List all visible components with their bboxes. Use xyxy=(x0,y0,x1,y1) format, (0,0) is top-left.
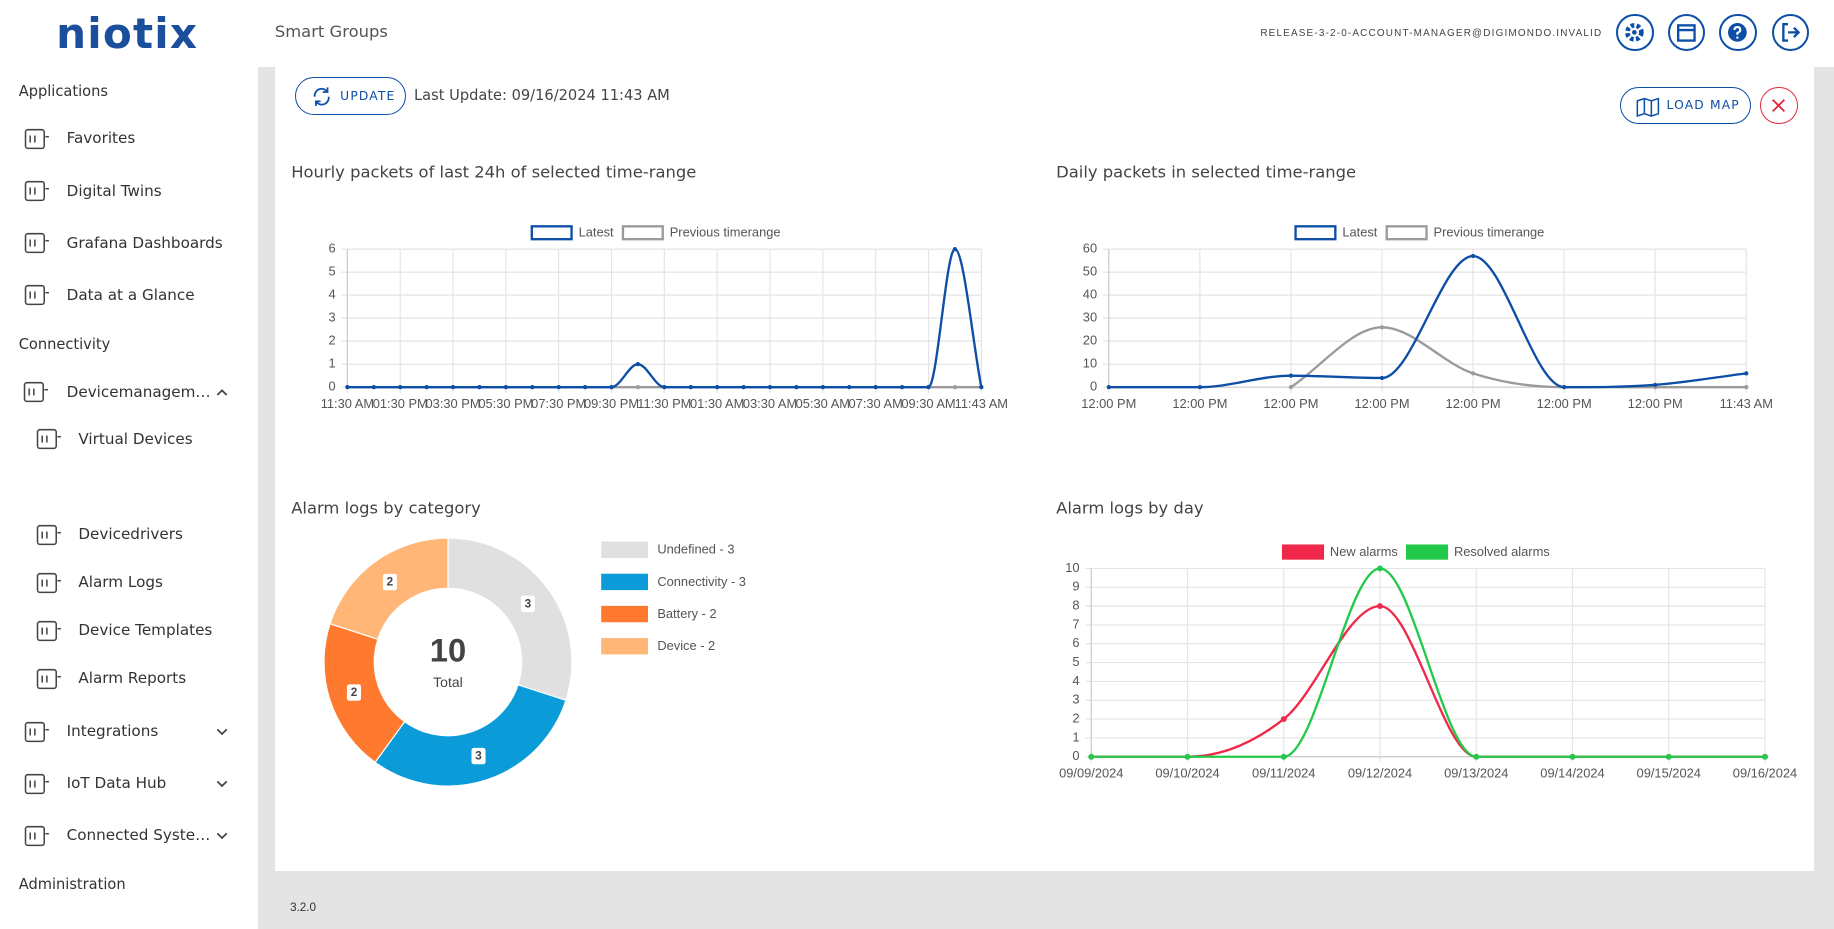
nav-subitem[interactable]: Alarm Reports xyxy=(78,669,187,688)
section-title: Administration xyxy=(18,876,126,894)
chevron[interactable] xyxy=(215,831,229,840)
nav-item[interactable]: Favorites xyxy=(66,129,136,148)
nav-icon xyxy=(24,285,50,306)
nav-item[interactable]: Integrations xyxy=(66,721,159,740)
nav-subitem[interactable]: Devicedrivers xyxy=(78,525,183,544)
nav-icon xyxy=(36,668,61,690)
icon xyxy=(1772,98,1786,112)
nav-item[interactable]: IoT Data Hub xyxy=(66,773,167,792)
nav-icon xyxy=(24,773,50,794)
nav-item[interactable]: Grafana Dashboards xyxy=(66,233,223,252)
section-title: Applications xyxy=(18,82,108,100)
load-map-button[interactable]: LOAD MAP xyxy=(1619,86,1751,124)
version: 3.2.0 xyxy=(290,900,317,914)
nav-subitem[interactable]: Device Templates xyxy=(78,621,213,640)
logo[interactable]: niotix xyxy=(56,9,199,59)
chevron[interactable] xyxy=(215,388,229,397)
update-button[interactable]: UPDATE xyxy=(294,77,406,115)
nav-icon xyxy=(24,181,50,202)
nav-subitem[interactable]: Alarm Logs xyxy=(78,573,163,592)
page-title: Smart Groups xyxy=(274,22,388,42)
nav-subitem[interactable]: Virtual Devices xyxy=(78,429,193,448)
nav-icon xyxy=(24,825,50,846)
icon xyxy=(1676,24,1696,42)
nav-item[interactable]: Data at a Glance xyxy=(66,285,195,304)
section-title: Connectivity xyxy=(18,335,111,353)
icon xyxy=(1782,23,1801,42)
user-email[interactable]: RELEASE-3-2-0-ACCOUNT-MANAGER@DIGIMONDO.… xyxy=(1260,28,1603,40)
sidebar xyxy=(0,66,259,929)
settings-button[interactable] xyxy=(1616,14,1654,52)
icon xyxy=(313,87,330,107)
nav-icon xyxy=(24,721,50,742)
icon xyxy=(1636,97,1660,117)
chevron[interactable] xyxy=(215,727,229,736)
icon xyxy=(1728,23,1748,42)
nav-icon xyxy=(36,524,61,546)
nav-icon xyxy=(36,429,61,450)
update-label: UPDATE xyxy=(340,88,396,103)
nav-icon xyxy=(24,233,50,254)
nav-subitem[interactable]: Smart Groups xyxy=(78,477,184,496)
load-map-label: LOAD MAP xyxy=(1666,98,1740,113)
help-button[interactable] xyxy=(1719,14,1757,52)
nav-item[interactable]: Devicemanagem… xyxy=(66,382,211,401)
chevron[interactable] xyxy=(215,779,229,788)
nav-icon xyxy=(36,620,61,642)
nav-item[interactable]: Connected Syste… xyxy=(66,826,211,844)
close-button[interactable] xyxy=(1760,86,1798,124)
calendar-button[interactable] xyxy=(1667,14,1706,52)
logout-button[interactable] xyxy=(1772,14,1810,52)
nav-icon xyxy=(36,572,61,594)
nav-item[interactable]: Digital Twins xyxy=(66,181,162,200)
icon xyxy=(1625,23,1645,42)
nav-icon xyxy=(36,477,61,498)
nav-icon xyxy=(24,129,50,150)
last-update: Last Update: 09/16/2024 11:43 AM xyxy=(414,86,670,104)
nav-icon xyxy=(23,382,48,403)
card xyxy=(274,66,1815,872)
